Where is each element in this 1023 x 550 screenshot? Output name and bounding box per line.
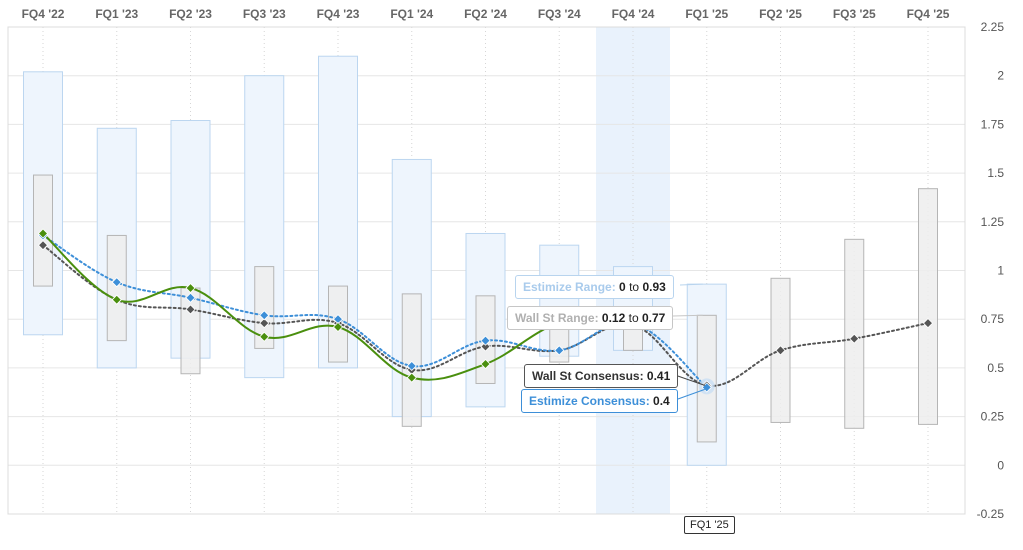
wallst-consensus-tooltip-label: Wall St Consensus:: [532, 369, 644, 383]
category-label: FQ2 '23: [169, 7, 212, 21]
y-tick-label: 0: [997, 458, 1004, 472]
wallst-range-tooltip: Wall St Range: 0.12 to 0.77: [507, 306, 674, 330]
wallst-range-connector: [672, 314, 703, 317]
wallst-range-low: 0.12: [601, 311, 626, 325]
y-tick-label: 1.5: [987, 166, 1004, 180]
y-tick-label: 1: [997, 264, 1004, 278]
wallst-range-to: to: [628, 311, 639, 325]
category-label: FQ3 '25: [833, 7, 876, 21]
point-estimize[interactable]: [185, 292, 196, 303]
y-tick-label: 2: [997, 69, 1004, 83]
point-estimize[interactable]: [554, 345, 565, 356]
point-wallst[interactable]: [849, 333, 860, 344]
point-wallst[interactable]: [775, 345, 786, 356]
wallst-range-box[interactable]: [918, 188, 938, 425]
point-wallst[interactable]: [259, 318, 270, 329]
wallst-range-tooltip-label: Wall St Range:: [515, 311, 599, 325]
point-actual[interactable]: [111, 294, 122, 305]
estimize-range-tooltip: Estimize Range: 0 to 0.93: [515, 275, 674, 299]
point-actual[interactable]: [185, 282, 196, 294]
wallst-range-box[interactable]: [401, 293, 422, 427]
point-actual[interactable]: [480, 358, 491, 370]
category-label: FQ4 '23: [317, 7, 360, 21]
estimize-tooltip-connector: [677, 388, 705, 400]
y-tick-label: 1.25: [981, 215, 1005, 229]
category-label: FQ2 '25: [759, 7, 802, 21]
category-label: FQ1 '25: [685, 7, 728, 21]
category-label: FQ4 '24: [612, 7, 655, 21]
category-label: FQ2 '24: [464, 7, 507, 21]
y-tick-label: 2.25: [981, 20, 1005, 34]
estimize-range-low: 0: [619, 280, 626, 294]
wallst-consensus-tooltip: Wall St Consensus: 0.41: [524, 364, 679, 388]
estimize-range-to: to: [629, 280, 640, 294]
point-estimize[interactable]: [406, 360, 417, 372]
point-actual[interactable]: [406, 372, 417, 383]
hover-category-label: FQ1 '25: [684, 516, 735, 534]
category-label: FQ1 '23: [95, 7, 138, 21]
estimize-consensus-tooltip: Estimize Consensus: 0.4: [521, 389, 678, 413]
series-line-estimize: [42, 234, 708, 389]
wallst-range-box[interactable]: [106, 234, 127, 342]
wallst-range-box[interactable]: [254, 266, 275, 349]
category-label: FQ3 '23: [243, 7, 286, 21]
point-wallst[interactable]: [37, 240, 49, 251]
estimize-consensus-value: 0.4: [653, 394, 670, 408]
wallst-consensus-value: 0.41: [646, 369, 671, 383]
y-tick-label: -0.25: [977, 507, 1005, 521]
point-actual[interactable]: [37, 228, 49, 239]
point-actual[interactable]: [332, 321, 344, 333]
y-tick-label: 0.75: [981, 312, 1005, 326]
category-label: FQ3 '24: [538, 7, 581, 21]
y-tick-label: 0.5: [987, 361, 1004, 375]
estimize-range-high: 0.93: [642, 280, 666, 294]
category-label: FQ4 '25: [907, 7, 950, 21]
point-wallst[interactable]: [185, 304, 196, 315]
point-estimize[interactable]: [259, 310, 270, 321]
category-label: FQ1 '24: [390, 7, 433, 21]
estimize-consensus-tooltip-label: Estimize Consensus:: [529, 394, 650, 408]
point-wallst[interactable]: [922, 318, 934, 329]
point-actual[interactable]: [259, 331, 270, 342]
estimize-range-tooltip-label: Estimize Range:: [523, 280, 616, 294]
y-tick-label: 0.25: [981, 410, 1005, 424]
point-estimize[interactable]: [111, 277, 122, 288]
category-label: FQ4 '22: [22, 7, 65, 21]
y-tick-label: 1.75: [981, 117, 1005, 131]
wallst-range-box[interactable]: [623, 328, 643, 351]
wallst-range-high: 0.77: [641, 311, 666, 325]
point-estimize[interactable]: [480, 335, 491, 346]
estimize-range-connector: [679, 283, 703, 286]
plot-border: [7, 26, 966, 515]
point-wallst[interactable]: [480, 341, 491, 352]
